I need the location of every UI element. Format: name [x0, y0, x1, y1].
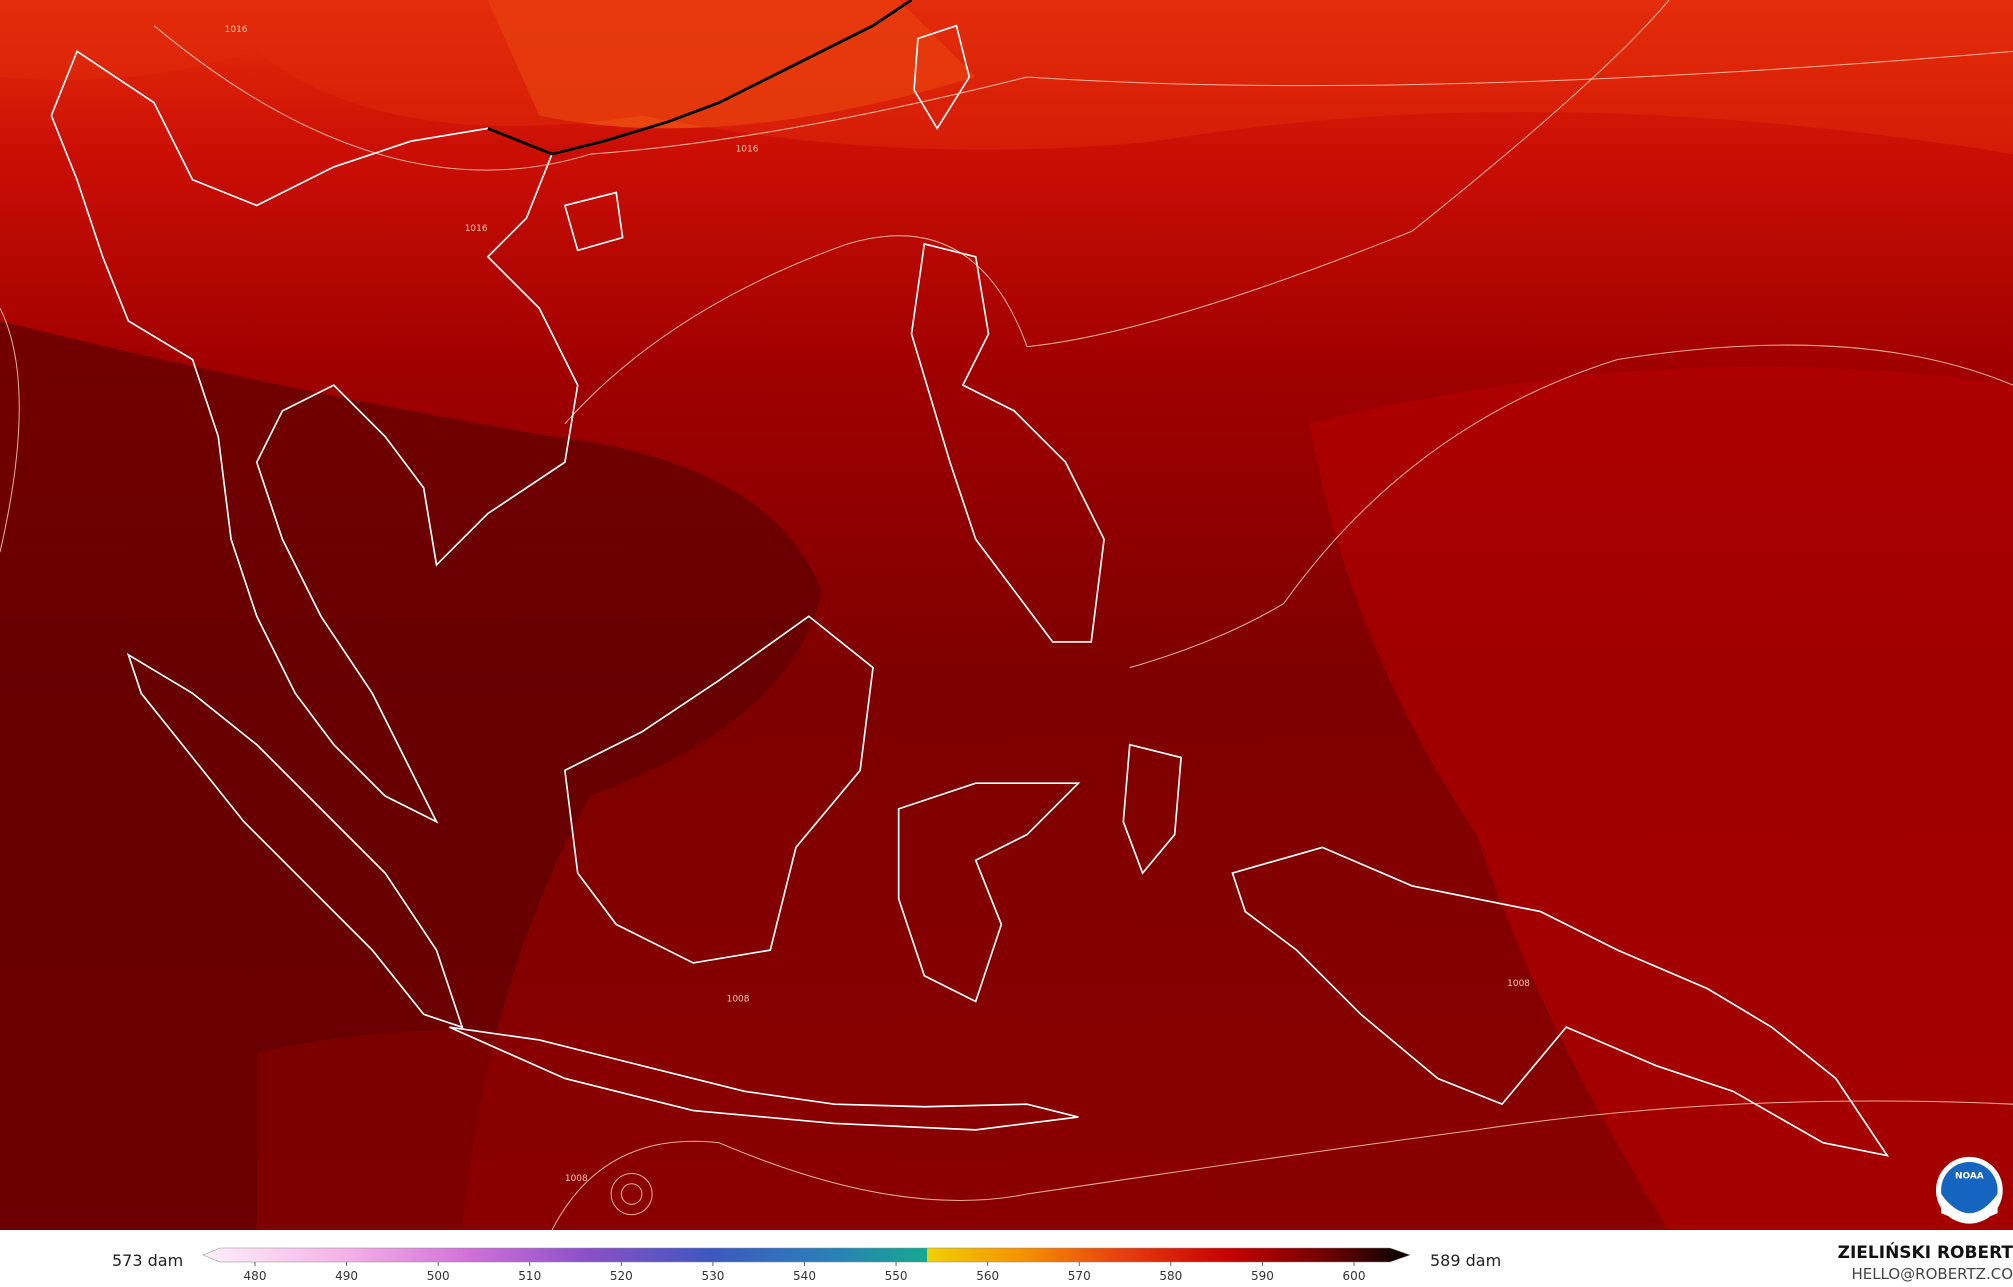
colorbar-ramp: [202, 1247, 1411, 1263]
colorbar-tick-label: 580: [1159, 1269, 1182, 1283]
cool-region: [0, 320, 822, 1230]
sumatra: [126, 652, 464, 1029]
maluku: [1122, 743, 1182, 875]
contour-label: 1008: [1507, 979, 1530, 989]
right-label: 589 dam: [1430, 1251, 1502, 1270]
warm-region: [1309, 366, 2013, 1230]
philippines: [910, 242, 1105, 643]
logo-text: NOAA: [1955, 1172, 1984, 1182]
isobar: [1129, 344, 2013, 669]
author: ZIELIŃSKI ROBERT: [1837, 1243, 2013, 1263]
isobar: [610, 1172, 653, 1216]
contour-label: 1008: [727, 994, 750, 1004]
isobar: [153, 25, 2013, 171]
colorbar-tick-label: 600: [1343, 1269, 1366, 1283]
colorbar-tick-label: 520: [610, 1269, 633, 1283]
isobar: [620, 1183, 643, 1205]
sulawesi: [897, 782, 1081, 1003]
java-nusa: [448, 1026, 1079, 1131]
colorbar-tick-label: 510: [518, 1269, 541, 1283]
hainan: [563, 191, 624, 252]
region: [256, 1029, 1233, 1230]
warm-band: [0, 0, 2013, 155]
colorbar-tick-label: 500: [427, 1269, 450, 1283]
isobar: [551, 1100, 2013, 1230]
colorbar-tick-label: 490: [335, 1269, 358, 1283]
contour-label: 1016: [225, 25, 248, 35]
contour-label: 1016: [736, 145, 759, 155]
colorbar-tick-label: 550: [885, 1269, 908, 1283]
new-guinea: [1231, 846, 1889, 1157]
taiwan: [913, 24, 971, 130]
colorbar-tick-label: 530: [701, 1269, 724, 1283]
logo-wave: [1941, 1194, 1998, 1220]
colorbar-tick-label: 590: [1251, 1269, 1274, 1283]
footer: 573 dam 589 dam 480 490 500 510 520 530 540 550…: [0, 1230, 2013, 1287]
borneo: [563, 615, 874, 964]
contour-label: 1008: [565, 1174, 588, 1184]
colorbar-tick-label: 560: [976, 1269, 999, 1283]
colorbar-tick-label: 480: [244, 1269, 267, 1283]
left-label: 573 dam: [112, 1251, 184, 1270]
contour-label: 1016: [465, 224, 488, 234]
colorbar: 480 490 500 510 520 530 540 550 560 570 580 590 600: [202, 1247, 1411, 1283]
contact: HELLO@ROBERTZ.CO: [1851, 1265, 2013, 1283]
colorbar-tick-label: 570: [1068, 1269, 1091, 1283]
map: 1016 1016 1016 1008 1008 1008 NOAA: [0, 0, 2013, 1230]
isobar: [0, 0, 1670, 553]
coastline: [487, 0, 913, 156]
logo-disc: [1941, 1161, 1998, 1219]
colorbar-tick-label: 540: [793, 1269, 816, 1283]
